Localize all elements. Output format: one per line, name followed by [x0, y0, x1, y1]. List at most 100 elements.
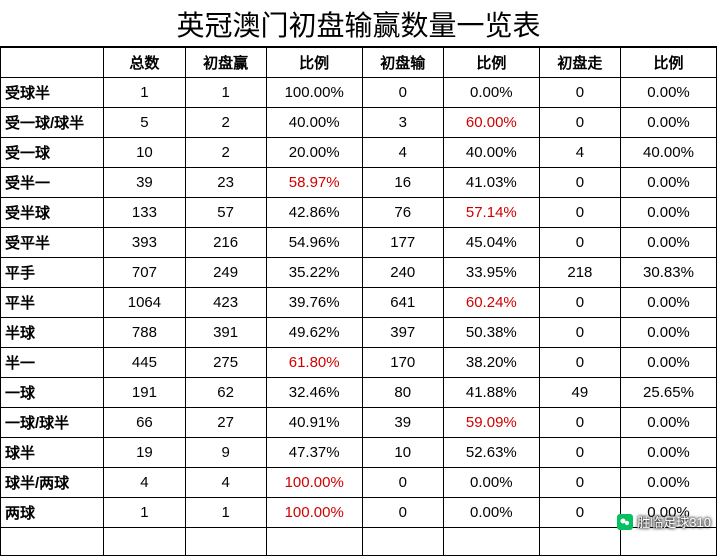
table-cell: 0 [539, 78, 620, 108]
table-cell: 4 [185, 468, 266, 498]
table-cell: 641 [362, 288, 443, 318]
table-cell: 0.00% [620, 348, 716, 378]
table-cell: 0 [362, 78, 443, 108]
table-cell: 0.00% [620, 168, 716, 198]
table-cell: 0 [539, 468, 620, 498]
table-cell: 33.95% [443, 258, 539, 288]
table-cell [620, 528, 716, 556]
table-cell: 47.37% [266, 438, 362, 468]
odds-table: 总数初盘赢比例初盘输比例初盘走比例 受球半11100.00%00.00%00.0… [0, 47, 717, 556]
table-cell: 1 [104, 78, 185, 108]
table-cell: 445 [104, 348, 185, 378]
table-cell: 19 [104, 438, 185, 468]
table-row: 半一44527561.80%17038.20%00.00% [1, 348, 717, 378]
table-cell [104, 528, 185, 556]
row-label: 半一 [1, 348, 104, 378]
table-cell: 32.46% [266, 378, 362, 408]
table-cell: 0.00% [620, 408, 716, 438]
table-cell: 23 [185, 168, 266, 198]
table-cell: 59.09% [443, 408, 539, 438]
table-cell: 2 [185, 108, 266, 138]
table-cell: 38.20% [443, 348, 539, 378]
page-title: 英冠澳门初盘输赢数量一览表 [0, 0, 717, 47]
row-label: 一球/球半 [1, 408, 104, 438]
table-cell: 35.22% [266, 258, 362, 288]
table-cell: 0 [539, 498, 620, 528]
table-cell: 1 [104, 498, 185, 528]
table-cell: 391 [185, 318, 266, 348]
table-cell: 16 [362, 168, 443, 198]
table-cell: 2 [185, 138, 266, 168]
table-cell: 249 [185, 258, 266, 288]
table-cell: 0 [539, 228, 620, 258]
table-cell: 100.00% [266, 498, 362, 528]
table-cell: 40.00% [266, 108, 362, 138]
table-cell: 0 [539, 198, 620, 228]
table-cell: 423 [185, 288, 266, 318]
table-cell: 0 [539, 168, 620, 198]
table-cell: 25.65% [620, 378, 716, 408]
row-label: 受球半 [1, 78, 104, 108]
table-cell: 0.00% [620, 318, 716, 348]
row-label: 半球 [1, 318, 104, 348]
table-cell: 397 [362, 318, 443, 348]
row-label: 受半球 [1, 198, 104, 228]
table-row: 受一球10220.00%440.00%440.00% [1, 138, 717, 168]
table-cell: 0 [539, 108, 620, 138]
table-cell: 0 [539, 288, 620, 318]
watermark-text: 胜临足球310 [637, 512, 711, 531]
table-cell: 0.00% [443, 498, 539, 528]
table-row: 平手70724935.22%24033.95%21830.83% [1, 258, 717, 288]
table-cell: 39 [104, 168, 185, 198]
table-cell: 191 [104, 378, 185, 408]
table-cell: 218 [539, 258, 620, 288]
table-cell: 100.00% [266, 468, 362, 498]
table-cell: 5 [104, 108, 185, 138]
table-row: 受球半11100.00%00.00%00.00% [1, 78, 717, 108]
table-cell: 66 [104, 408, 185, 438]
table-cell: 57 [185, 198, 266, 228]
table-cell: 42.86% [266, 198, 362, 228]
table-cell: 49.62% [266, 318, 362, 348]
table-cell: 62 [185, 378, 266, 408]
table-cell: 0 [539, 438, 620, 468]
table-cell: 58.97% [266, 168, 362, 198]
table-cell: 60.00% [443, 108, 539, 138]
table-cell: 39 [362, 408, 443, 438]
row-label: 受一球/球半 [1, 108, 104, 138]
table-cell [362, 528, 443, 556]
table-cell: 30.83% [620, 258, 716, 288]
table-cell: 0.00% [620, 108, 716, 138]
table-cell: 57.14% [443, 198, 539, 228]
row-label: 受平半 [1, 228, 104, 258]
table-cell: 41.03% [443, 168, 539, 198]
col-header: 比例 [443, 48, 539, 78]
table-cell: 0.00% [620, 438, 716, 468]
col-header: 初盘输 [362, 48, 443, 78]
col-header: 比例 [620, 48, 716, 78]
table-cell: 170 [362, 348, 443, 378]
table-cell: 216 [185, 228, 266, 258]
table-cell: 80 [362, 378, 443, 408]
table-cell: 0.00% [620, 78, 716, 108]
table-row: 受平半39321654.96%17745.04%00.00% [1, 228, 717, 258]
table-cell: 0.00% [620, 468, 716, 498]
table-cell: 4 [539, 138, 620, 168]
table-cell: 10 [362, 438, 443, 468]
table-cell: 0 [362, 498, 443, 528]
wechat-icon [617, 514, 633, 530]
table-cell [443, 528, 539, 556]
table-cell: 4 [104, 468, 185, 498]
row-label: 两球 [1, 498, 104, 528]
row-label: 球半/两球 [1, 468, 104, 498]
table-cell: 27 [185, 408, 266, 438]
table-cell: 52.63% [443, 438, 539, 468]
table-cell: 41.88% [443, 378, 539, 408]
row-label: 平手 [1, 258, 104, 288]
table-row [1, 528, 717, 556]
table-cell: 0 [362, 468, 443, 498]
table-cell: 1064 [104, 288, 185, 318]
table-cell: 177 [362, 228, 443, 258]
table-cell: 0.00% [620, 288, 716, 318]
table-row: 受半球1335742.86%7657.14%00.00% [1, 198, 717, 228]
